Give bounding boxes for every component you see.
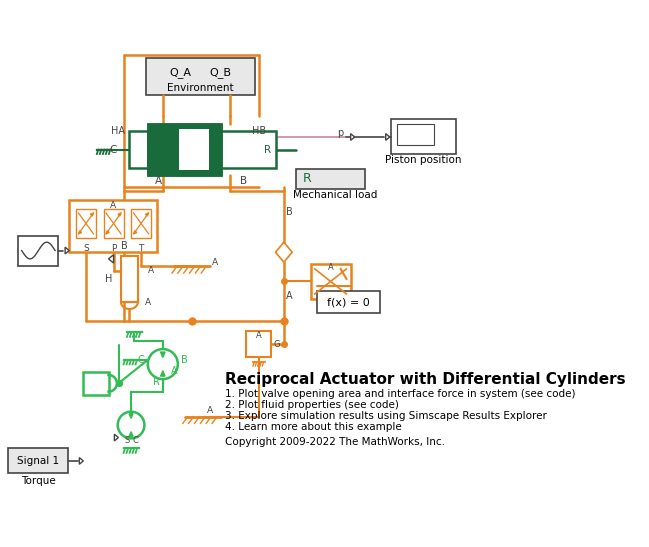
Text: A: A [207,405,213,415]
Bar [246,331,271,357]
Bar [391,119,456,154]
Bar [76,209,96,238]
Text: Torque: Torque [21,476,56,486]
Text: A: A [145,298,151,307]
Text: P: P [111,245,116,253]
Text: A: A [148,266,154,275]
Text: Mechanical load: Mechanical load [293,190,377,200]
Bar [84,371,108,395]
Polygon shape [65,247,69,254]
Bar [317,292,380,313]
Bar [131,209,151,238]
Text: 3. Explore simulation results using Simscape Results Explorer: 3. Explore simulation results using Sims… [225,411,547,421]
Text: A: A [256,331,262,340]
Text: A: A [110,201,116,210]
Text: Reciprocal Actuator with Differential Cylinders: Reciprocal Actuator with Differential Cy… [225,371,626,387]
Polygon shape [350,133,354,141]
Text: HA: HA [111,126,125,136]
Text: R: R [153,377,160,387]
Text: C: C [132,435,138,445]
Text: Signal 1: Signal 1 [18,456,60,466]
Text: p: p [337,128,344,138]
Text: H: H [105,274,113,284]
Text: B: B [181,355,188,365]
Text: S: S [83,245,89,253]
Text: B: B [240,176,247,186]
Polygon shape [114,434,118,441]
Text: Copyright 2009-2022 The MathWorks, Inc.: Copyright 2009-2022 The MathWorks, Inc. [225,437,445,447]
Text: S: S [124,435,130,445]
Bar [121,257,138,302]
Text: G: G [273,340,280,348]
Text: Piston position: Piston position [385,155,461,165]
Bar [129,131,148,168]
Bar [180,129,209,171]
Text: A: A [171,366,178,376]
Bar [297,168,365,189]
Bar [397,124,434,146]
Bar [104,209,123,238]
Text: A: A [155,176,162,186]
Text: C: C [138,355,145,365]
Bar [221,131,276,168]
Text: 4. Learn more about this example: 4. Learn more about this example [225,422,402,432]
Text: HB: HB [252,126,266,136]
Polygon shape [386,133,389,141]
Text: T: T [138,245,144,253]
Text: Q_A: Q_A [169,67,191,78]
Polygon shape [79,231,82,234]
Polygon shape [134,231,137,234]
Polygon shape [106,231,109,234]
Text: Q_B: Q_B [209,67,231,78]
Text: Environment: Environment [167,83,234,93]
Polygon shape [160,352,165,357]
Text: C: C [109,144,116,154]
Polygon shape [108,255,114,263]
Bar [146,57,254,95]
Polygon shape [145,213,149,216]
Text: A: A [212,258,219,267]
Bar [8,449,68,474]
Text: A: A [328,263,334,272]
Text: A: A [286,290,293,301]
Polygon shape [118,213,121,216]
Text: f(x) = 0: f(x) = 0 [326,298,369,307]
Polygon shape [160,371,165,376]
Polygon shape [79,458,83,464]
Text: B: B [121,241,128,251]
Polygon shape [276,242,292,262]
Polygon shape [129,414,133,418]
Text: 2. Plot fluid properties (see code): 2. Plot fluid properties (see code) [225,400,399,410]
Text: R: R [263,144,271,154]
Bar [18,236,58,266]
Bar [69,200,157,252]
Bar [148,125,221,174]
Polygon shape [129,432,133,437]
Bar [311,264,350,299]
Polygon shape [90,213,93,216]
Text: R: R [303,172,312,185]
Text: B: B [286,207,293,217]
Bar [148,125,221,174]
Text: 1. Plot valve opening area and interface force in system (see code): 1. Plot valve opening area and interface… [225,389,576,399]
